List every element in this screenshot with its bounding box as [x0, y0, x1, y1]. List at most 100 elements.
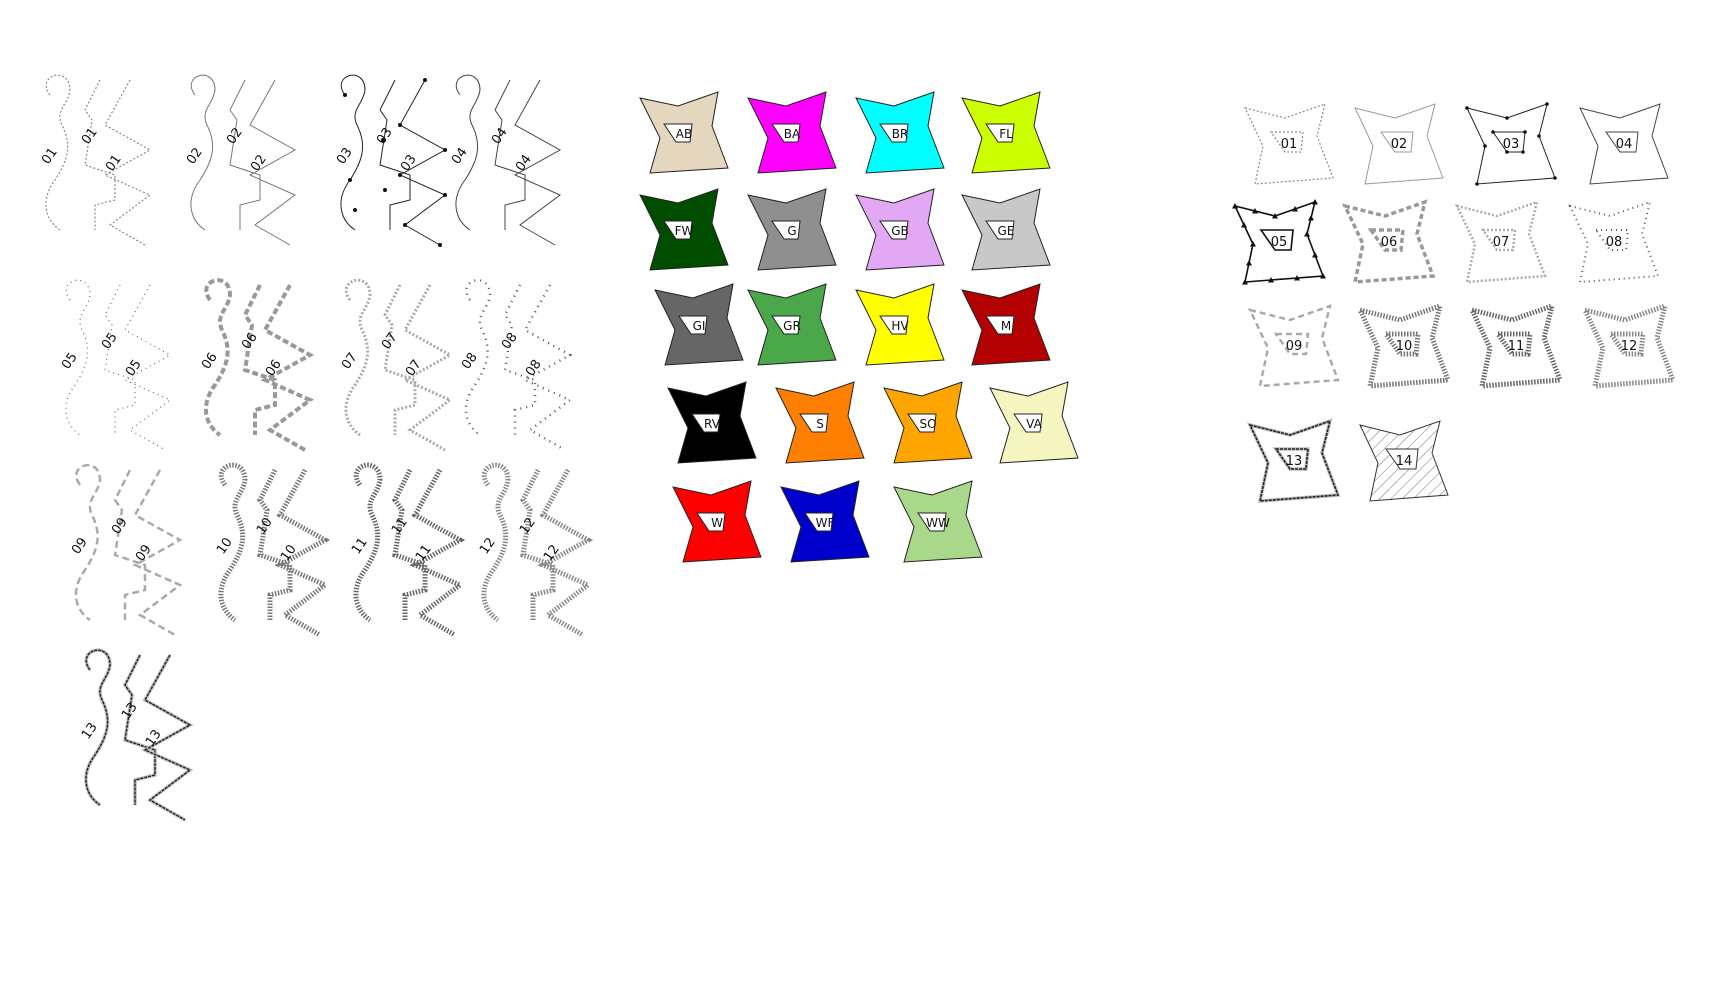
- border-vertex-dot: [1483, 144, 1487, 148]
- border-style-label: 05: [1271, 235, 1288, 250]
- border-triangle-mark: [1304, 231, 1310, 237]
- border-style-sample: 13: [1246, 418, 1341, 503]
- border-style-sample: 06: [1341, 199, 1436, 284]
- area-fill-sample: FL: [961, 91, 1051, 174]
- area-fill-hole: [771, 123, 801, 143]
- border-style-sample: 11: [1467, 302, 1564, 389]
- border-style-label: 04: [1616, 137, 1633, 152]
- line-style-label: 08: [499, 330, 521, 352]
- border-style-label: 07: [1493, 235, 1510, 250]
- area-fill-sample: GB: [855, 188, 945, 271]
- area-fill-sample: BA: [747, 91, 837, 174]
- border-vertex-dot: [1465, 106, 1469, 110]
- area-fill-hole: [985, 220, 1015, 240]
- line-sample-stroke: [353, 462, 383, 623]
- line-vertex-dot: [403, 223, 407, 227]
- border-vertex-dot: [1505, 150, 1509, 154]
- area-fill-hole: [804, 512, 834, 532]
- border-stroke: [1248, 419, 1340, 502]
- line-sample-stroke: [494, 79, 526, 230]
- area-fill-label: GB: [891, 224, 909, 238]
- area-fill-label: RV: [704, 417, 721, 431]
- border-triangle-mark: [1242, 279, 1248, 285]
- line-style-label: 04: [513, 152, 535, 174]
- area-fill-label: W: [711, 516, 723, 530]
- line-style-label: 03: [374, 125, 396, 147]
- line-style-label: 10: [254, 515, 276, 537]
- line-vertex-dot: [381, 138, 385, 142]
- border-stroke: [1274, 448, 1309, 470]
- area-fill-hole: [907, 413, 937, 433]
- border-stroke: [1579, 103, 1669, 185]
- border-stroke: [1454, 200, 1547, 284]
- line-sample-stroke: [257, 468, 293, 620]
- border-style-sample: 12: [1580, 302, 1677, 389]
- area-fill-label: FW: [675, 224, 694, 238]
- line-style-label: 07: [379, 330, 401, 352]
- border-stroke: [1493, 331, 1533, 357]
- line-style-label: 11: [389, 515, 411, 537]
- border-style-label: 08: [1606, 235, 1623, 250]
- area-fill-hole: [985, 123, 1015, 143]
- area-fill-sample: GR: [747, 283, 837, 366]
- line-vertex-dot: [438, 243, 442, 247]
- line-style-label: 02: [224, 125, 246, 147]
- line-sample-stroke: [513, 79, 562, 246]
- border-style-sample: 10: [1355, 302, 1452, 389]
- area-fill-label: WF: [816, 516, 835, 530]
- border-style-label: 12: [1621, 339, 1638, 354]
- line-sample-stroke: [344, 278, 372, 437]
- border-style-label: 09: [1286, 339, 1303, 354]
- area-fill-label: GR: [783, 319, 801, 333]
- line-sample-stroke: [124, 654, 156, 805]
- border-triangle-mark: [1292, 206, 1298, 212]
- border-vertex-dot: [1505, 116, 1509, 120]
- border-triangle-mark: [1312, 252, 1318, 258]
- line-style-label: 09: [69, 535, 91, 557]
- area-fill-sample: WF: [780, 480, 870, 563]
- area-fill-sample: RV: [667, 381, 757, 464]
- border-vertex-dot: [1523, 130, 1527, 134]
- line-sample-stroke: [113, 469, 147, 620]
- area-fill-hole: [663, 220, 693, 240]
- area-fill-sample: M: [961, 283, 1051, 366]
- line-sample-stroke: [340, 74, 366, 231]
- area-fill-hole: [771, 315, 801, 335]
- border-stroke: [1355, 302, 1452, 389]
- area-fill-hole: [879, 220, 909, 240]
- line-sample-stroke: [520, 468, 556, 620]
- border-vertex-dot: [1521, 150, 1525, 154]
- area-fill-sample: S: [775, 381, 865, 464]
- line-style-label: 11: [349, 535, 371, 557]
- border-triangle-mark: [1241, 222, 1247, 228]
- border-stroke: [1480, 228, 1517, 252]
- area-fill-hole: [771, 220, 801, 240]
- area-fill-hole: [985, 315, 1015, 335]
- area-fill-label: S: [816, 417, 824, 431]
- line-style-label: 12: [477, 535, 499, 557]
- border-style-label: 11: [1508, 339, 1525, 354]
- line-sample-stroke: [229, 79, 261, 230]
- border-stroke: [1606, 331, 1646, 357]
- line-style-label: 04: [449, 145, 471, 167]
- line-style-label: 04: [489, 125, 511, 147]
- area-fill-sample: HV: [855, 283, 945, 366]
- border-style-label: 14: [1396, 454, 1413, 469]
- line-style-label: 07: [339, 350, 361, 372]
- area-fill-label: AB: [676, 127, 692, 141]
- border-stroke: [1580, 302, 1677, 389]
- border-style-sample: 03: [1465, 102, 1557, 186]
- line-sample-stroke: [392, 468, 428, 620]
- border-triangle-mark: [1268, 277, 1274, 283]
- border-style-sample: 08: [1568, 200, 1660, 284]
- area-fill-hole: [799, 413, 829, 433]
- border-style-sample: 02: [1354, 103, 1444, 185]
- line-vertex-dot: [383, 188, 387, 192]
